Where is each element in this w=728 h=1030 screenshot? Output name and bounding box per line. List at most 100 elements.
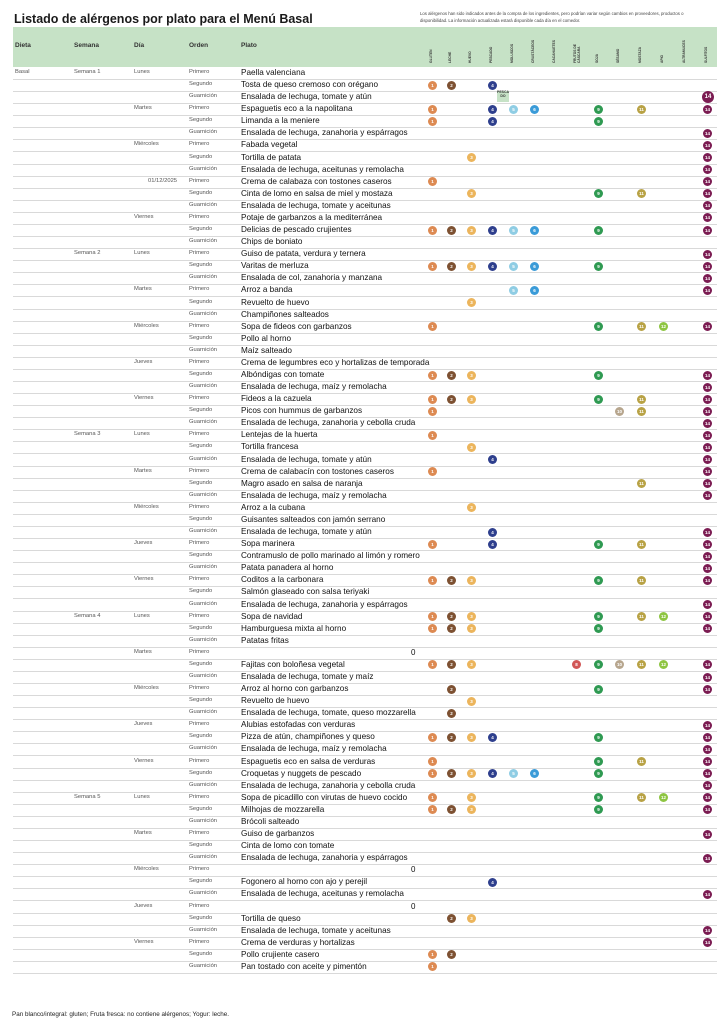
order-cell: Primero [189, 902, 210, 909]
day-cell: Jueves [134, 721, 153, 728]
table-row: Miércoles Primero Sopa de fideos con garba… [13, 321, 717, 334]
day-cell: Lunes [134, 69, 150, 75]
order-cell: Segundo [189, 733, 213, 740]
dish-name: Potaje de garbanzos a la mediterránea [241, 212, 383, 222]
table-row: Segundo Hamburguesa mixta al horno 1 2 3 9 14 [13, 623, 717, 636]
allergen-badge-huevo: 3 [467, 298, 476, 308]
order-cell: Segundo [189, 842, 213, 849]
allergen-badge-pescado: 4 [488, 80, 497, 90]
day-cell: Jueves [134, 540, 153, 547]
allergen-badge-leche: 2 [447, 950, 456, 960]
allergen-badge-huevo: 3 [467, 575, 476, 585]
table-row: Guarnición Chips de boniato [13, 236, 717, 250]
table-row: Segundo Tortilla francesa 3 14 [13, 441, 717, 455]
allergen-badge-sulfitos: 14 [703, 382, 712, 392]
allergen-badge-sulfitos: 14 [703, 600, 712, 610]
allergen-badge-apio: 12 [659, 793, 668, 803]
order-cell: Primero [189, 721, 210, 728]
allergen-badge-gluten: 1 [428, 950, 437, 960]
table-row: Guarnición Pan tostado con aceite y pimen… [13, 961, 717, 974]
dish-name: Guiso de patata, verdura y ternera [241, 249, 366, 259]
allergen-badge-huevo: 3 [467, 914, 476, 924]
allergen-badge-sulfitos: 14 [703, 757, 712, 767]
allergen-badge-gluten: 1 [428, 575, 437, 585]
dish-name: Arroz a la cubana [241, 502, 306, 512]
allergen-badge-apio: 12 [659, 612, 668, 622]
order-cell: Primero [189, 213, 210, 220]
dish-name: Tortilla francesa [241, 442, 299, 452]
allergen-badge-mostaza: 11 [637, 539, 646, 549]
day-cell: Viernes [134, 938, 154, 945]
day-cell: Miércoles [134, 322, 159, 329]
allergen-badge-sulfitos: 14 [703, 273, 712, 283]
order-cell: Segundo [189, 660, 213, 667]
dish-name: Crema de legumbres eco y hortalizas de t… [241, 357, 430, 367]
allergen-badge-gluten: 1 [428, 322, 437, 332]
week-cell: Semana 4 [74, 612, 101, 619]
allergen-badge-gluten: 1 [428, 757, 437, 767]
allergen-badge-pescado: 4 [488, 769, 497, 779]
table-row: Segundo Tortilla de queso 2 3 [13, 913, 717, 926]
day-cell: Miércoles [134, 685, 159, 692]
allergen-badge-mostaza: 11 [637, 757, 646, 767]
allergen-badge-sulfitos: 14 [703, 418, 712, 428]
dish-empty-value: 0 [411, 901, 416, 911]
allergen-badge-crust-ceos: 6 [530, 285, 539, 295]
allergen-badge-soja: 9 [594, 624, 603, 634]
order-cell: Primero [189, 105, 210, 112]
dish-name: Paella valenciana [241, 68, 306, 77]
allergen-badge-pescado: 4 [488, 104, 497, 114]
dish-name: Ensalada de lechuga, maíz y remolacha [241, 382, 387, 392]
dish-name: Ensalada de lechuga, maíz y remolacha [241, 490, 387, 500]
allergen-badge-moluscos: 5 [509, 225, 518, 235]
allergen-badge-mostaza: 11 [637, 793, 646, 803]
day-cell: Viernes [134, 395, 154, 402]
table-row: Segundo Croquetas y nuggets de pescado 1 2 3… [13, 768, 717, 781]
order-cell: Segundo [189, 805, 213, 812]
table-row: Jueves Primero Alubias estofadas con verdu… [13, 719, 717, 733]
allergen-badge-gluten: 1 [428, 793, 437, 803]
table-row: Guarnición Ensalada de lechuga, zanahoria… [13, 780, 717, 793]
dish-name: Sopa marinera [241, 539, 295, 549]
table-row: Segundo Cinta de lomo en salsa de miel y … [13, 188, 717, 201]
order-cell: Segundo [189, 515, 213, 522]
allergen-badge-sulfitos: 14 [703, 769, 712, 779]
week-cell: Semana 5 [74, 793, 101, 800]
order-cell: Primero [189, 648, 210, 655]
dish-name: Ensalada de lechuga, aceitunas y remolac… [241, 889, 404, 899]
table-row: Guarnición Champiñones salteados [13, 309, 717, 322]
order-cell: Guarnición [189, 600, 218, 607]
allergen-badge-sulfitos: 14 [703, 551, 712, 561]
allergen-badge-moluscos: 5 [509, 769, 518, 779]
table-row: Guarnición Ensalada de lechuga, tomate, q… [13, 707, 717, 721]
table-row: Guarnición Ensalada de lechuga, maíz y re… [13, 381, 717, 395]
table-row: Miércoles Primero Fabada vegetal 14 [13, 139, 717, 153]
dish-name: Hamburguesa mixta al horno [241, 623, 347, 633]
table-row: Jueves Primero Sopa marinera 1 4 9 11 14 [13, 538, 717, 552]
allergen-badge-moluscos: 5 [509, 285, 518, 295]
allergen-badge-soja: 9 [594, 612, 603, 622]
order-cell: Primero [189, 395, 210, 402]
allergen-badge-huevo: 3 [467, 805, 476, 815]
allergen-badge-sulfitos: 14 [703, 684, 712, 694]
order-cell: Segundo [189, 334, 213, 341]
order-cell: Primero [189, 757, 210, 764]
allergen-badge-s-samo: 10 [615, 660, 624, 670]
allergen-badge-leche: 2 [447, 769, 456, 779]
day-cell: Miércoles [134, 866, 159, 873]
allergen-badge-leche: 2 [447, 261, 456, 271]
allergen-badge-moluscos: 5 [509, 261, 518, 271]
allergen-badge-mostaza: 11 [637, 322, 646, 332]
day-cell: Lunes [134, 793, 150, 800]
allergen-badge-sulfitos: 14 [703, 455, 712, 465]
order-cell: Primero [189, 612, 210, 619]
dish-name: Ensalada de lechuga, zanahoria y espárra… [241, 599, 408, 609]
table-row: Guarnición Ensalada de lechuga, tomate y … [13, 454, 717, 467]
table-row: Guarnición Ensalada de lechuga, maíz y re… [13, 490, 717, 503]
dish-name: Ensalada de lechuga, zanahoria y espárra… [241, 853, 408, 863]
allergen-header-11: MOSTAZA [638, 46, 642, 63]
allergen-badge-soja: 9 [594, 732, 603, 742]
allergen-badge-sulfitos: 14 [703, 177, 712, 187]
dish-name: Varitas de merluza [241, 261, 309, 271]
allergen-badge-sulfitos: 14 [703, 165, 712, 175]
